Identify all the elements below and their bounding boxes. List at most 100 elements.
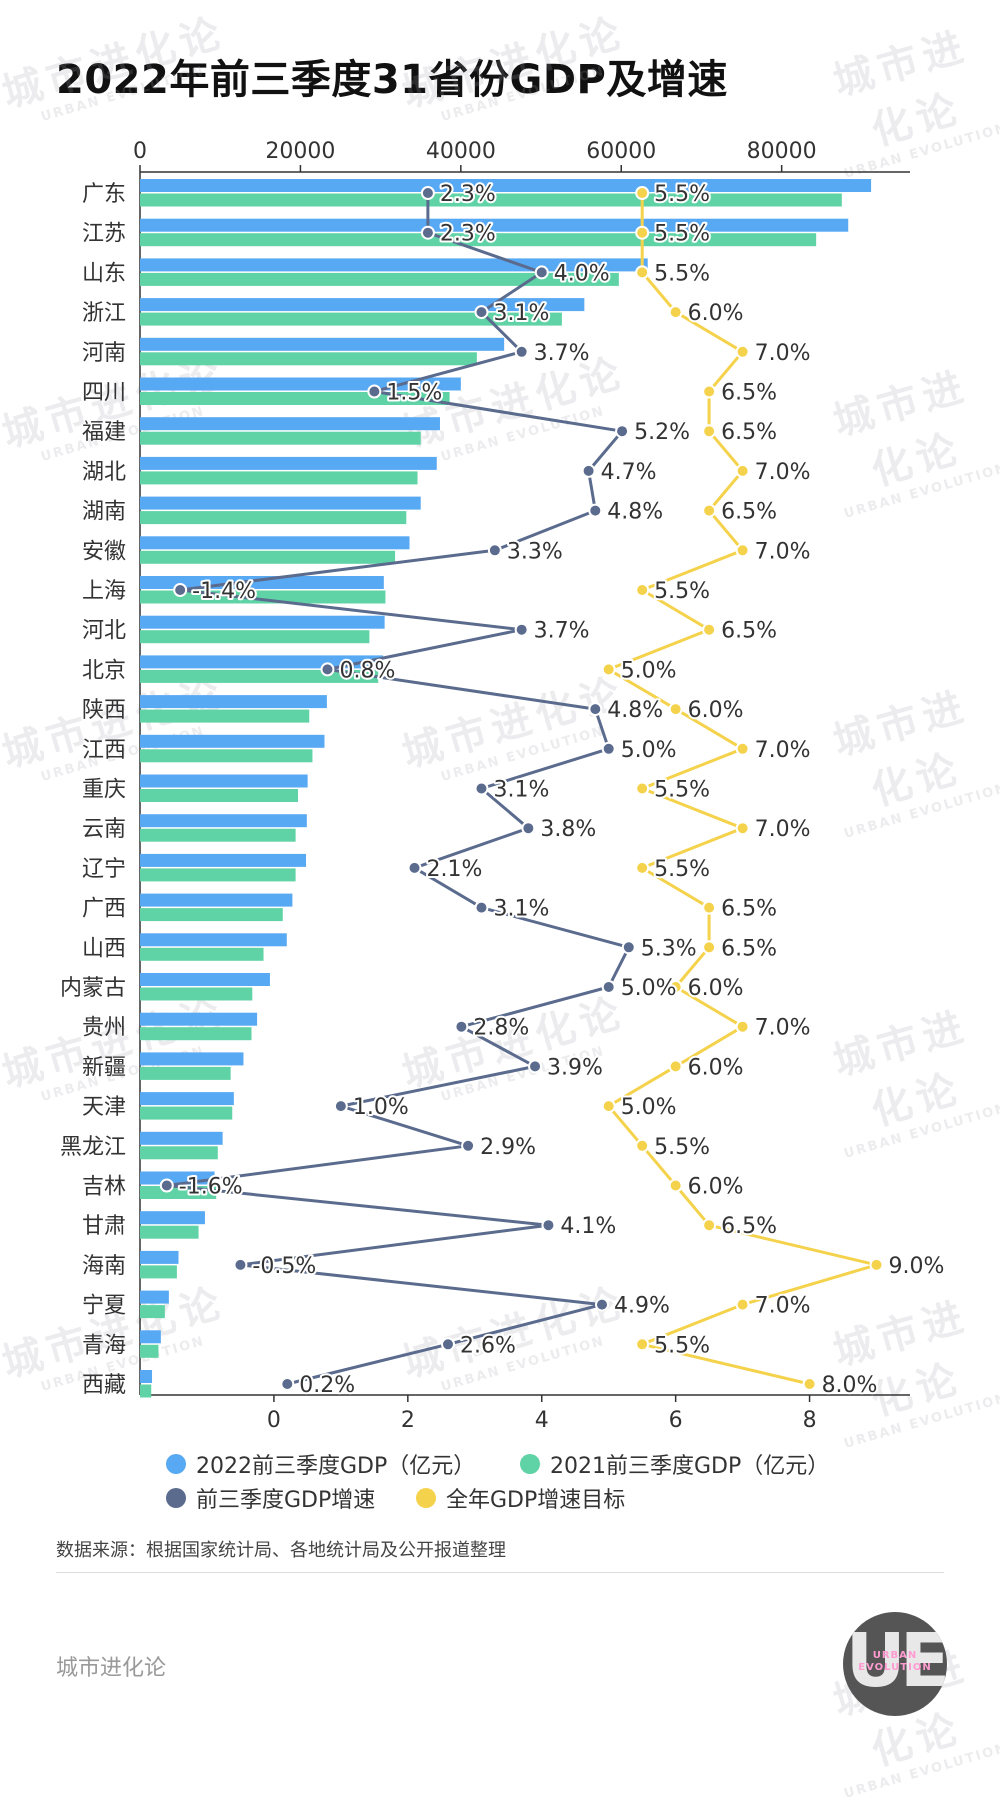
growth-point (407, 860, 422, 875)
growth-point (541, 1218, 556, 1233)
bottom-axis-tick-label: 2 (401, 1408, 415, 1433)
growth-data-label: 4.8% (607, 500, 663, 525)
target-data-label: 5.5% (654, 222, 710, 247)
target-point (735, 821, 750, 836)
bar-2022 (140, 1131, 223, 1145)
bar-2021 (140, 947, 264, 961)
target-point (869, 1257, 884, 1272)
growth-point (474, 781, 489, 796)
category-label: 山东 (82, 261, 126, 286)
category-label: 甘肃 (82, 1214, 126, 1239)
bottom-axis-tick-label: 6 (669, 1408, 683, 1433)
category-label: 青海 (82, 1333, 126, 1358)
target-point (702, 900, 717, 915)
target-data-label: 8.0% (822, 1373, 878, 1398)
top-axis-tick-label: 40000 (426, 139, 496, 164)
growth-data-label: 3.1% (493, 897, 549, 922)
target-point (735, 741, 750, 756)
growth-point (588, 702, 603, 717)
target-data-label: 7.0% (755, 1294, 811, 1319)
divider (56, 1572, 944, 1573)
target-point (702, 622, 717, 637)
category-label: 福建 (82, 420, 126, 445)
growth-data-label: 2.3% (440, 182, 496, 207)
growth-data-label: 4.0% (554, 261, 610, 286)
category-label: 内蒙古 (60, 976, 126, 1001)
category-label: 黑龙江 (60, 1135, 126, 1160)
legend-item-target: 全年GDP增速目标 (416, 1482, 625, 1514)
bottom-axis-tick-label: 4 (535, 1408, 549, 1433)
bar-2022 (140, 1211, 205, 1225)
growth-point (595, 1297, 609, 1312)
bar-2021 (140, 431, 421, 445)
bar-2021 (140, 272, 619, 286)
bar-2022 (140, 853, 307, 867)
target-point (735, 543, 750, 558)
category-label: 广西 (82, 897, 126, 922)
target-point (635, 583, 650, 597)
bar-2022 (140, 774, 308, 788)
category-label: 西藏 (82, 1373, 126, 1398)
growth-point (474, 900, 489, 915)
bar-2021 (140, 312, 562, 326)
bar-2022 (140, 893, 293, 907)
bar-2022 (140, 1092, 234, 1106)
growth-data-label: 4.7% (601, 460, 657, 485)
growth-point (528, 1059, 543, 1074)
legend-item-gdp-2021: 2021前三季度GDP（亿元） (520, 1448, 829, 1480)
target-point (702, 503, 717, 518)
legend-label-growth: 前三季度GDP增速 (196, 1488, 376, 1513)
legend-label-gdp-2022: 2022前三季度GDP（亿元） (196, 1454, 476, 1479)
growth-point (601, 741, 616, 756)
bar-2021 (140, 709, 310, 723)
growth-data-label: 5.0% (621, 738, 677, 763)
category-label: 江西 (82, 738, 126, 763)
target-point (635, 1337, 650, 1352)
bar-2022 (140, 1250, 179, 1264)
growth-point (233, 1257, 248, 1272)
bar-2021 (140, 908, 283, 922)
category-label: 天津 (82, 1095, 126, 1120)
target-point (668, 702, 683, 717)
target-point (802, 1377, 817, 1391)
bar-2022 (140, 615, 385, 629)
growth-data-label: 5.0% (621, 976, 677, 1001)
target-data-label: 6.0% (688, 698, 744, 723)
growth-data-label: 2.8% (473, 1016, 529, 1041)
growth-data-label: 3.1% (493, 778, 549, 803)
watermark-en: URBAN EVOLUTION (842, 1740, 1000, 1802)
target-data-label: 6.0% (688, 1175, 744, 1200)
bar-2022 (140, 377, 461, 391)
growth-data-label: 3.8% (540, 817, 596, 842)
legend-swatch-target (416, 1488, 436, 1508)
top-axis-tick-label: 60000 (586, 139, 656, 164)
target-point (601, 1099, 616, 1114)
target-data-label: 5.5% (654, 778, 710, 803)
logo-text: URBAN EVOLUTION (858, 1650, 932, 1673)
growth-data-label: 1.5% (386, 381, 442, 406)
legend-item-gdp-2022: 2022前三季度GDP（亿元） (166, 1448, 475, 1480)
logo-glyph: UE (845, 1618, 947, 1704)
target-data-label: 6.0% (688, 976, 744, 1001)
bar-2022 (140, 258, 648, 272)
bar-2022 (140, 973, 270, 986)
growth-point (514, 622, 529, 637)
category-label: 云南 (82, 817, 126, 842)
target-data-label: 5.5% (654, 1135, 710, 1160)
growth-data-label: 4.1% (560, 1214, 616, 1239)
bar-2022 (140, 417, 440, 431)
target-point (635, 225, 650, 240)
bar-2022 (140, 298, 585, 312)
legend-item-growth: 前三季度GDP增速 (166, 1482, 375, 1514)
category-label: 江苏 (82, 222, 126, 247)
target-point (635, 860, 650, 875)
category-label: 四川 (82, 381, 126, 406)
legend-swatch-growth (166, 1488, 186, 1508)
target-data-label: 5.5% (654, 857, 710, 882)
growth-data-label: 0.2% (299, 1373, 355, 1398)
growth-point (474, 305, 489, 320)
growth-data-label: 3.1% (493, 301, 549, 326)
target-data-label: 5.5% (654, 579, 710, 604)
category-label: 新疆 (82, 1055, 126, 1080)
bar-2021 (140, 471, 418, 485)
